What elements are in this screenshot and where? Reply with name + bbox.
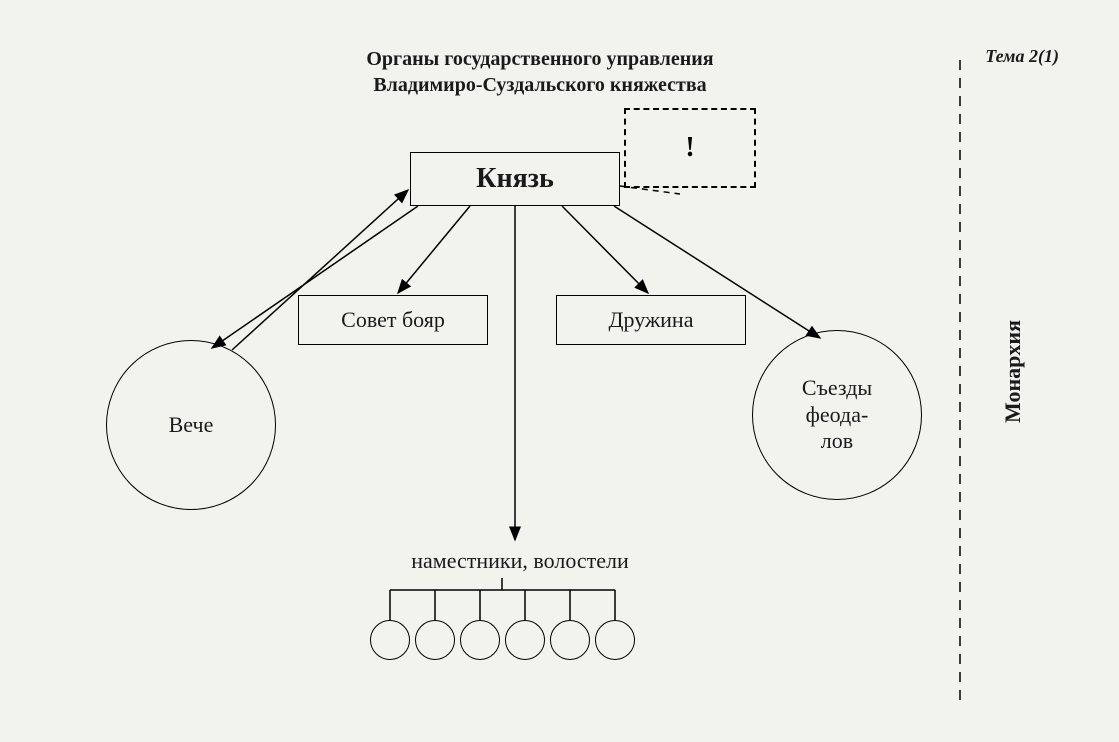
node-congress-label: Съезды феода- лов: [802, 375, 872, 454]
node-council-label: Совет бояр: [341, 307, 445, 333]
bottom-label: наместники, волостели: [370, 548, 670, 574]
title-line2: Владимиро-Суздальского княжества: [373, 74, 706, 96]
small-circle-6: [595, 620, 635, 660]
diagram-title: Органы государственного управления Влади…: [330, 46, 750, 98]
small-circle-1: [370, 620, 410, 660]
small-circle-5: [550, 620, 590, 660]
node-veche: Вече: [106, 340, 276, 510]
side-label: Монархия: [1000, 320, 1026, 423]
node-prince: Князь: [410, 152, 620, 206]
small-circle-2: [415, 620, 455, 660]
arrow-prince-druzhina: [562, 206, 648, 293]
node-council: Совет бояр: [298, 295, 488, 345]
node-druzhina: Дружина: [556, 295, 746, 345]
node-veche-label: Вече: [169, 412, 214, 438]
small-circle-4: [505, 620, 545, 660]
small-circle-3: [460, 620, 500, 660]
node-prince-label: Князь: [476, 163, 554, 195]
title-line1: Органы государственного управления: [366, 48, 713, 70]
annotation-label: !: [685, 132, 694, 164]
annotation-box: !: [624, 108, 756, 188]
arrow-prince-council: [398, 206, 470, 293]
node-druzhina-label: Дружина: [609, 307, 694, 333]
node-congress: Съезды феода- лов: [752, 330, 922, 500]
topic-label: Тема 2(1): [985, 46, 1059, 67]
